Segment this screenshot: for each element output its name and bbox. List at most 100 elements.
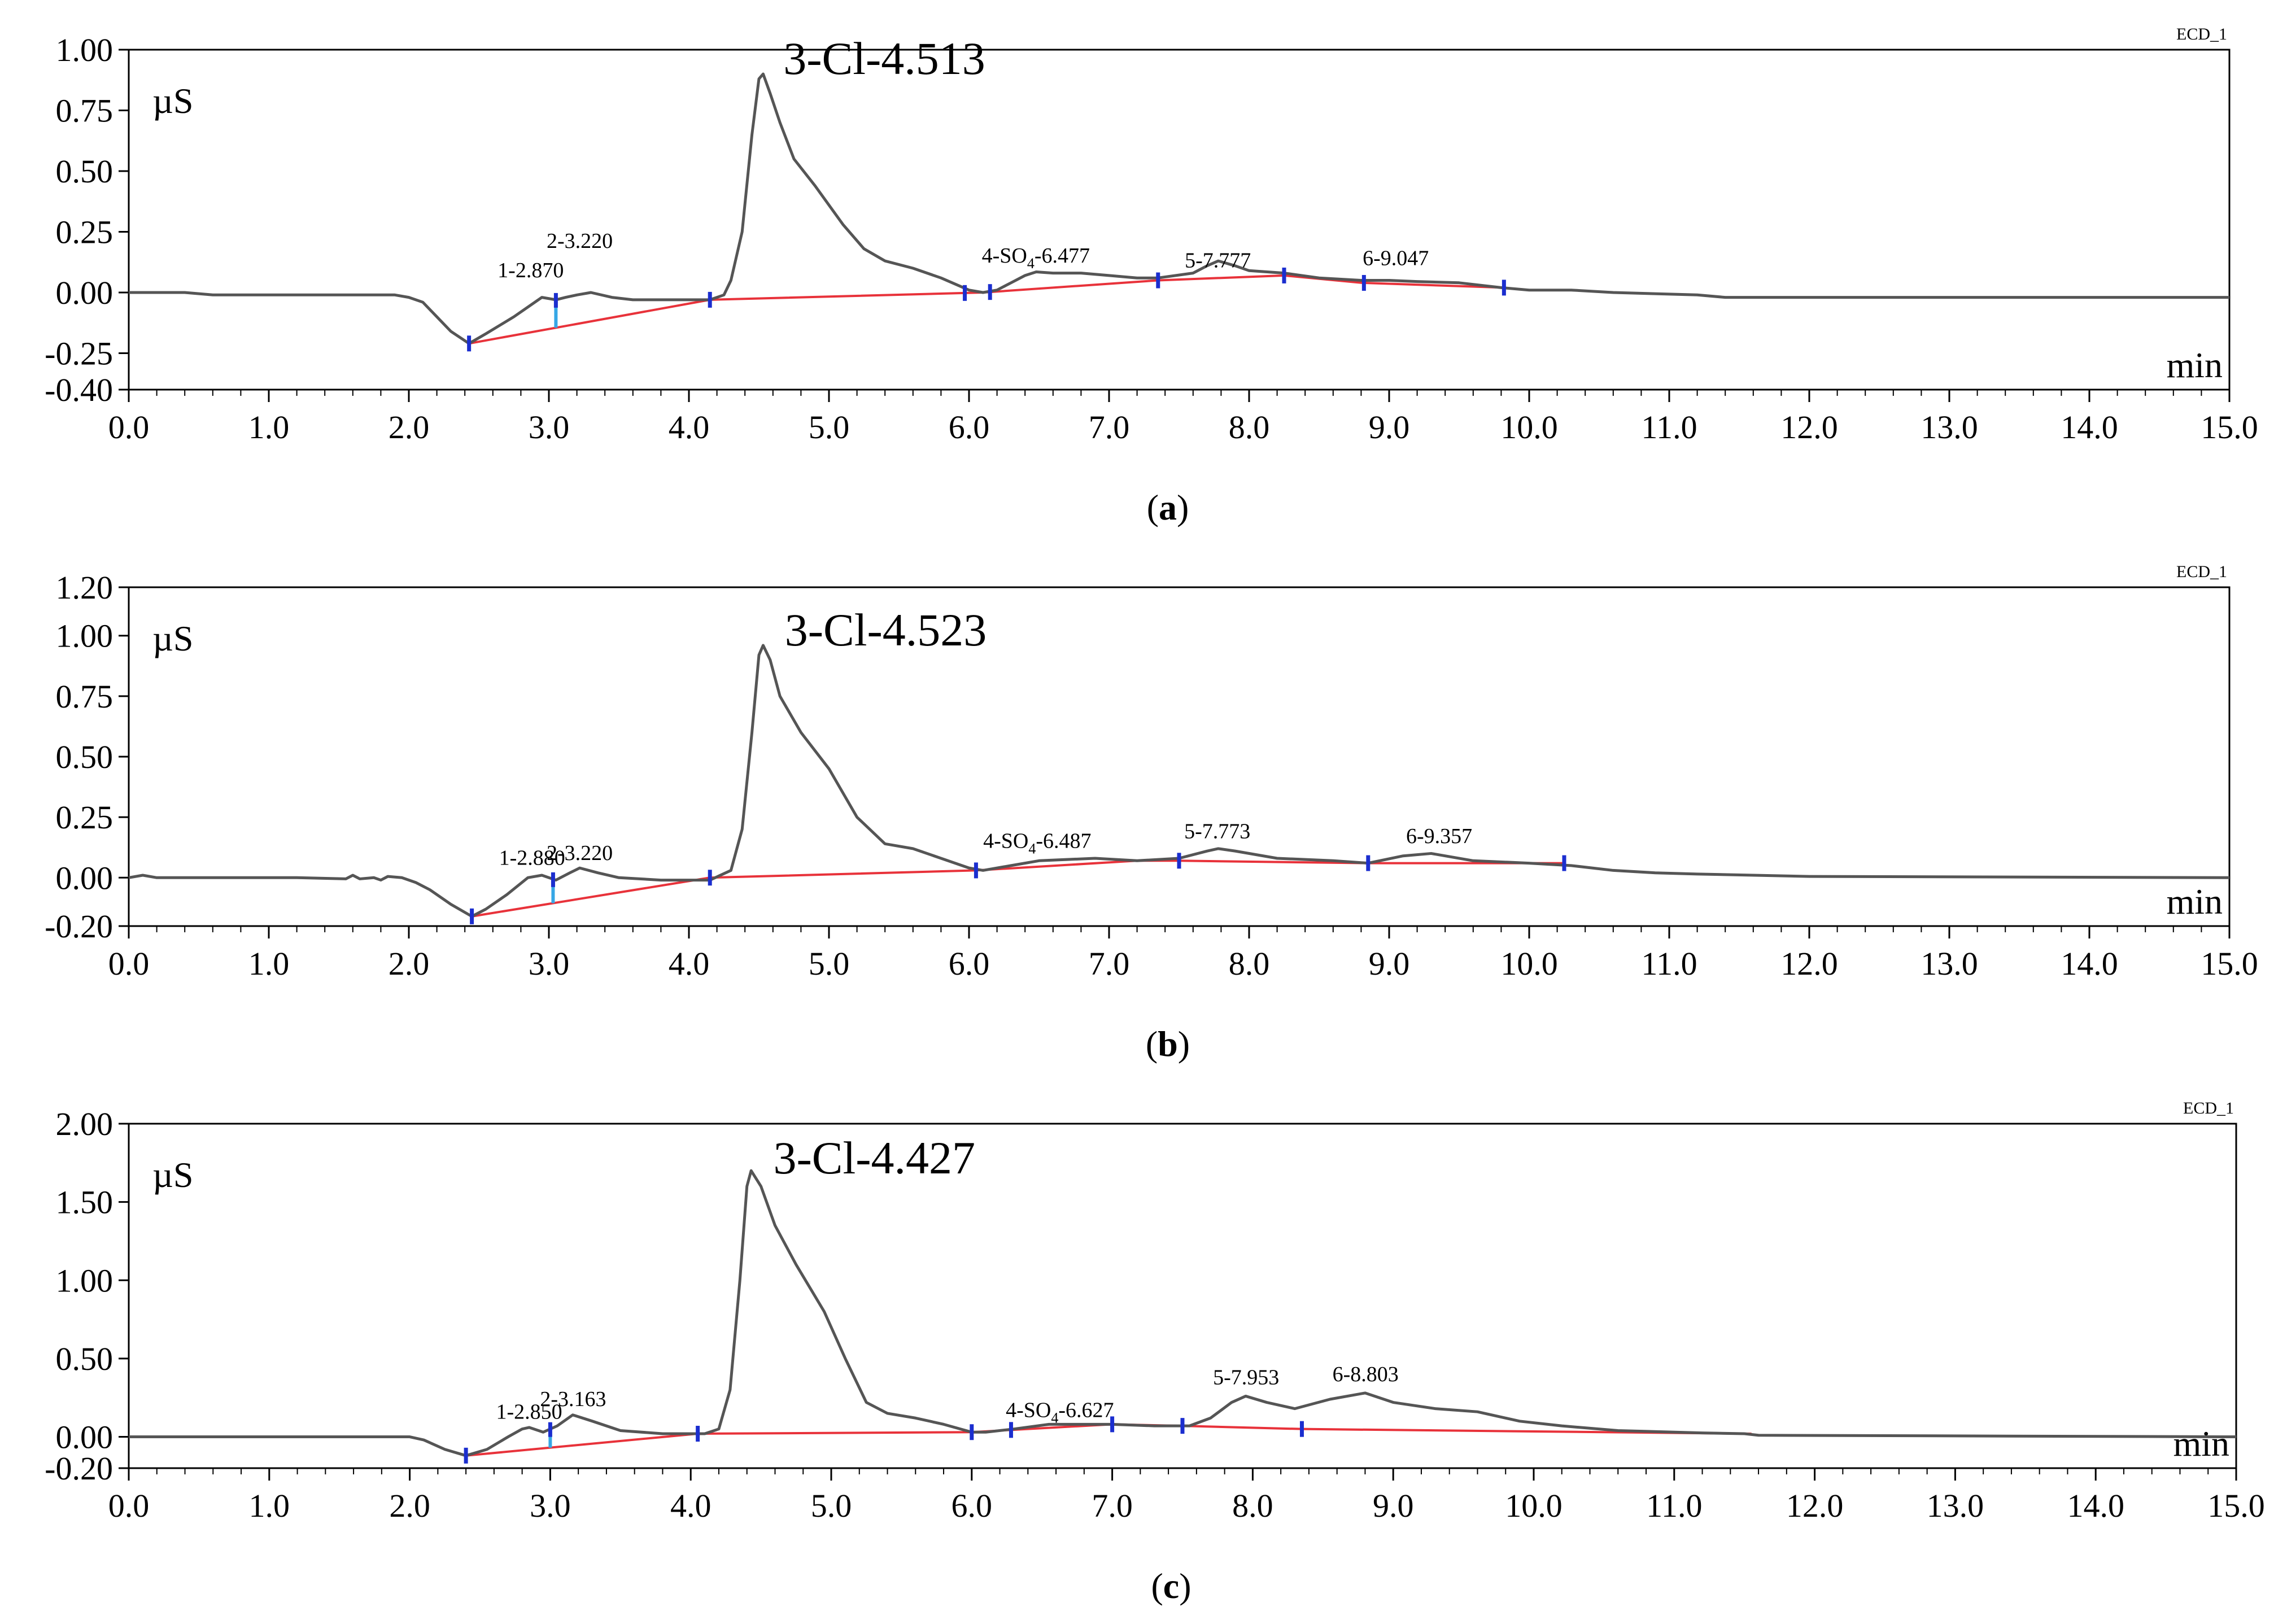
peak-label-suffix: -6.487 [1036,829,1091,853]
main-peak-label: 3-Cl-4.427 [773,1132,975,1184]
y-tick-label: 0.25 [56,799,114,836]
x-tick-label: 10.0 [1500,945,1558,982]
y-tick-label: 0.75 [56,93,114,129]
peak-label: 2-3.220 [547,229,613,253]
panel-caption-open: ( [1146,1024,1158,1064]
peak-label-prefix: 4-SO [983,829,1028,853]
x-tick-label: 9.0 [1369,945,1410,982]
x-tick-label: 11.0 [1641,409,1697,446]
plot-frame [128,586,2231,927]
x-tick-label: 9.0 [1373,1487,1414,1524]
peak-label: 4-SO4-6.487 [983,829,1091,857]
peak-label: 4-SO4-6.477 [982,244,1090,272]
x-tick-label: 9.0 [1369,409,1410,446]
y-unit-label: µS [152,1155,193,1195]
peak-label-suffix: -6.477 [1035,244,1090,268]
x-tick-label: 10.0 [1505,1487,1563,1524]
panel-caption: (b) [1146,1024,1190,1064]
peak-label: 5-7.777 [1185,249,1251,273]
peak-label: 6-9.047 [1363,246,1429,270]
peak-label-prefix: 4-SO [1006,1399,1051,1422]
baseline-line [465,1423,1752,1457]
x-tick-label: 1.0 [248,945,290,982]
panel-caption-close: ) [1178,1024,1190,1064]
x-tick-label: 5.0 [811,1487,852,1524]
peak-label: 6-9.357 [1406,824,1472,848]
y-tick-label: 0.50 [56,739,114,775]
x-tick-label: 14.0 [2061,945,2118,982]
x-tick-label: 0.0 [108,409,150,446]
y-tick-label: 1.00 [56,618,114,654]
x-tick-label: 13.0 [1927,1487,1984,1524]
peak-label: 5-7.953 [1213,1365,1279,1389]
panel-caption-close: ) [1179,1566,1191,1606]
peak-label: 2-3.163 [540,1387,606,1411]
y-unit-label: µS [152,81,193,121]
channel-tag: ECD_1 [2176,25,2227,43]
panel-caption-letter: c [1163,1566,1179,1606]
peak-label-subscript: 4 [1051,1410,1058,1426]
panel-caption: (c) [1151,1566,1191,1606]
y-tick-label: 1.20 [56,569,114,606]
x-tick-label: 6.0 [949,945,990,982]
y-tick-label: -0.20 [45,908,113,945]
y-tick-label: 0.00 [56,859,114,896]
x-tick-label: 5.0 [809,945,850,982]
x-tick-label: 10.0 [1500,409,1558,446]
channel-tag: ECD_1 [2183,1099,2234,1117]
x-tick-label: 13.0 [1921,945,1978,982]
y-tick-label: 0.00 [56,274,114,311]
signal-trace [129,72,2229,345]
y-unit-label: µS [152,618,193,658]
y-tick-label: 0.50 [56,1341,114,1377]
x-tick-label: 2.0 [389,409,430,446]
x-tick-label: 8.0 [1232,1487,1273,1524]
panel-caption-letter: a [1159,487,1177,527]
peak-label-prefix: 4-SO [982,244,1027,268]
x-tick-label: 8.0 [1229,945,1270,982]
baseline-line [469,274,1504,345]
x-tick-label: 5.0 [809,409,850,446]
y-tick-label: 0.25 [56,214,114,251]
y-tick-label: -0.40 [45,372,113,408]
chart-panel-c: 0.0 1.0 2.0 3.0 4.0 5.0 6.0 7.0 8.0 9.0 10.0 11.0 12… [45,1099,2265,1606]
x-tick-label: 2.0 [389,1487,430,1524]
x-tick-label: 7.0 [1089,409,1130,446]
panel-caption: (a) [1147,487,1189,527]
channel-tag: ECD_1 [2176,562,2227,581]
x-tick-label: 4.0 [669,409,710,446]
x-tick-label: 12.0 [1780,945,1838,982]
y-tick-label: -0.25 [45,335,113,372]
panel-caption-close: ) [1177,487,1189,527]
main-peak-label: 3-Cl-4.523 [785,604,987,656]
x-tick-label: 15.0 [2207,1487,2265,1524]
x-tick-label: 3.0 [530,1487,571,1524]
peak-label: 2-3.220 [547,841,613,865]
peak-label: 1-2.850 [496,1400,562,1424]
chart-panel-b: 0.0 1.0 2.0 3.0 4.0 5.0 6.0 7.0 8.0 9.0 10.0 11.0 12… [45,562,2258,1064]
peak-label-suffix: -6.627 [1058,1399,1114,1422]
x-tick-label: 7.0 [1089,945,1130,982]
x-tick-label: 0.0 [108,1487,150,1524]
y-tick-label: 1.50 [56,1184,114,1221]
signal-trace [128,644,2230,918]
x-tick-label: 15.0 [2201,409,2258,446]
x-tick-label: 14.0 [2061,409,2118,446]
x-tick-label: 3.0 [529,945,570,982]
x-unit-label: min [2166,345,2223,385]
x-unit-label: min [2166,881,2223,922]
y-tick-label: 1.00 [56,1262,114,1299]
main-peak-label: 3-Cl-4.513 [783,33,985,84]
x-tick-label: 12.0 [1786,1487,1844,1524]
y-tick-label: 0.00 [56,1419,114,1456]
y-tick-label: 1.00 [56,32,114,68]
panel-caption-letter: b [1158,1024,1178,1064]
panel-caption-open: ( [1151,1566,1163,1606]
x-tick-label: 13.0 [1921,409,1978,446]
x-tick-label: 3.0 [529,409,570,446]
x-tick-label: 11.0 [1646,1487,1702,1524]
plot-frame [128,49,2231,391]
chart-panel-a: 0.0 1.0 2.0 3.0 4.0 5.0 6.0 7.0 8.0 9.0 10.0 11.0 12… [45,25,2258,527]
signal-trace [129,1169,2237,1457]
x-tick-label: 14.0 [2067,1487,2124,1524]
